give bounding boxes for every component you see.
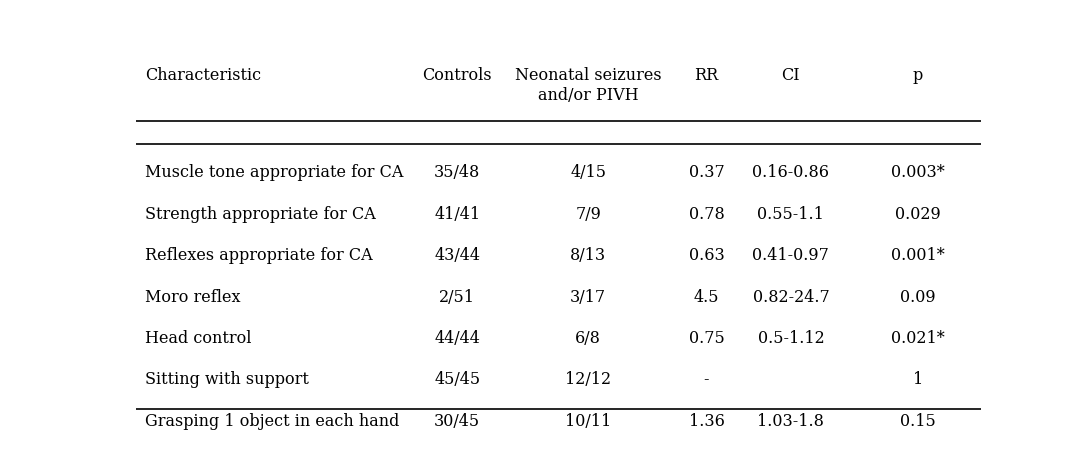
Text: 0.78: 0.78 xyxy=(689,206,725,223)
Text: 45/45: 45/45 xyxy=(434,372,481,388)
Text: 30/45: 30/45 xyxy=(434,413,481,430)
Text: 0.001*: 0.001* xyxy=(891,247,945,264)
Text: 0.63: 0.63 xyxy=(689,247,725,264)
Text: 0.37: 0.37 xyxy=(689,164,725,181)
Text: 0.16-0.86: 0.16-0.86 xyxy=(752,164,829,181)
Text: 44/44: 44/44 xyxy=(434,330,481,347)
Text: 4.5: 4.5 xyxy=(693,289,719,306)
Text: -: - xyxy=(704,372,710,388)
Text: 3/17: 3/17 xyxy=(570,289,606,306)
Text: 0.55-1.1: 0.55-1.1 xyxy=(758,206,824,223)
Text: Strength appropriate for CA: Strength appropriate for CA xyxy=(145,206,375,223)
Text: RR: RR xyxy=(694,67,718,84)
Text: Characteristic: Characteristic xyxy=(145,67,261,84)
Text: Reflexes appropriate for CA: Reflexes appropriate for CA xyxy=(145,247,373,264)
Text: Grasping 1 object in each hand: Grasping 1 object in each hand xyxy=(145,413,399,430)
Text: Neonatal seizures
and/or PIVH: Neonatal seizures and/or PIVH xyxy=(514,67,662,103)
Text: Sitting with support: Sitting with support xyxy=(145,372,308,388)
Text: 0.5-1.12: 0.5-1.12 xyxy=(758,330,824,347)
Text: Moro reflex: Moro reflex xyxy=(145,289,240,306)
Text: 12/12: 12/12 xyxy=(565,372,611,388)
Text: 35/48: 35/48 xyxy=(434,164,481,181)
Text: 0.003*: 0.003* xyxy=(891,164,945,181)
Text: 10/11: 10/11 xyxy=(565,413,611,430)
Text: Controls: Controls xyxy=(423,67,492,84)
Text: p: p xyxy=(912,67,923,84)
Text: 41/41: 41/41 xyxy=(434,206,481,223)
Text: 0.029: 0.029 xyxy=(895,206,941,223)
Text: 1.03-1.8: 1.03-1.8 xyxy=(758,413,824,430)
Text: 0.021*: 0.021* xyxy=(891,330,945,347)
Text: 43/44: 43/44 xyxy=(434,247,481,264)
Text: 4/15: 4/15 xyxy=(570,164,606,181)
Text: CI: CI xyxy=(782,67,800,84)
Text: 0.41-0.97: 0.41-0.97 xyxy=(752,247,829,264)
Text: 0.75: 0.75 xyxy=(689,330,725,347)
Text: 0.82-24.7: 0.82-24.7 xyxy=(752,289,829,306)
Text: 6/8: 6/8 xyxy=(576,330,601,347)
Text: Muscle tone appropriate for CA: Muscle tone appropriate for CA xyxy=(145,164,403,181)
Text: 8/13: 8/13 xyxy=(570,247,606,264)
Text: 1: 1 xyxy=(912,372,923,388)
Text: 0.09: 0.09 xyxy=(900,289,935,306)
Text: 1.36: 1.36 xyxy=(689,413,725,430)
Text: Head control: Head control xyxy=(145,330,251,347)
Text: 7/9: 7/9 xyxy=(576,206,601,223)
Text: 0.15: 0.15 xyxy=(899,413,935,430)
Text: 2/51: 2/51 xyxy=(439,289,475,306)
